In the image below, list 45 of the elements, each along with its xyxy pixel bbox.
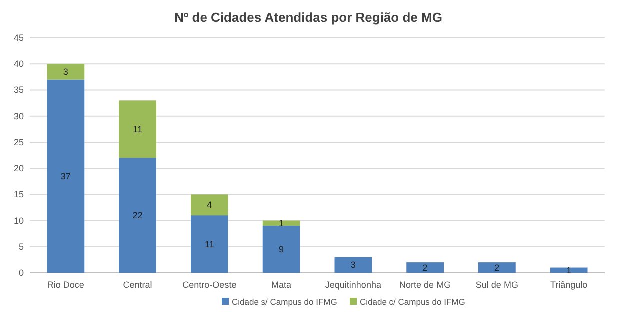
x-tick-label: Centro-Oeste [182, 280, 237, 290]
y-tick-label: 20 [14, 164, 24, 174]
data-label: 37 [60, 171, 71, 182]
y-tick-label: 45 [14, 33, 24, 43]
data-label: 3 [63, 66, 68, 77]
data-label: 3 [350, 260, 356, 270]
y-tick-label: 15 [14, 190, 24, 200]
y-tick-label: 0 [18, 268, 24, 278]
x-tick-label: Mata [272, 280, 292, 290]
bar [334, 257, 372, 273]
data-label: 22 [132, 210, 143, 221]
data-label: 1 [279, 218, 284, 228]
x-tick-label: Sul de MG [476, 280, 518, 290]
bar [119, 100, 156, 158]
data-label: 11 [205, 239, 214, 250]
bar [406, 262, 444, 273]
y-tick-label: 25 [14, 137, 24, 148]
x-tick-label: Triângulo [550, 280, 588, 290]
data-label: 9 [279, 244, 284, 254]
x-tick-label: Central [123, 280, 152, 290]
chart-title: Nº de Cidades Atendidas por Região de MG [174, 10, 442, 25]
bar [119, 158, 156, 273]
x-tick-label: Rio Doce [47, 280, 84, 290]
data-label: 11 [133, 124, 142, 134]
legend-label: Cidade c/ Campus do IFMG [360, 297, 466, 307]
bar [262, 226, 300, 273]
bar [47, 80, 85, 273]
bar [478, 262, 516, 273]
x-tick-label: Jequitinhonha [325, 280, 382, 290]
bar [191, 216, 228, 273]
data-label: 4 [207, 200, 212, 210]
bar [47, 64, 85, 80]
y-tick-label: 30 [14, 111, 24, 122]
data-label: 2 [494, 262, 500, 273]
y-tick-label: 35 [14, 85, 24, 96]
bar [191, 194, 228, 216]
y-tick-label: 5 [18, 242, 24, 252]
y-tick-label: 10 [14, 216, 24, 226]
data-label: 1 [566, 265, 572, 276]
x-tick-label: Norte de MG [400, 280, 452, 290]
y-tick-label: 40 [14, 59, 24, 70]
data-label: 2 [422, 262, 428, 273]
legend-label: Cidade s/ Campus do IFMG [232, 297, 338, 307]
bar [262, 220, 300, 226]
bar [550, 268, 588, 273]
